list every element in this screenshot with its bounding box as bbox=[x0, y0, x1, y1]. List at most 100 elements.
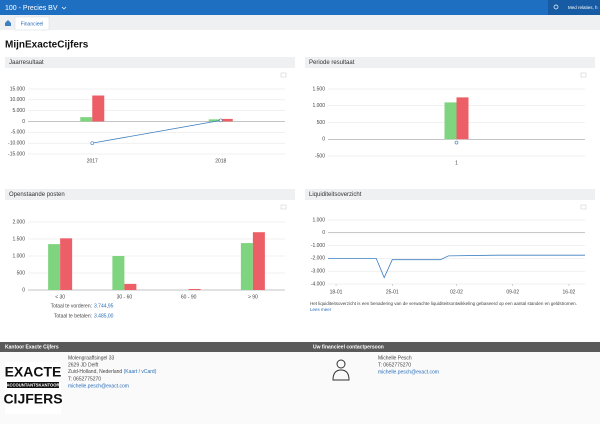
person-icon bbox=[332, 359, 350, 381]
panel-title: Liquiditeitsoverzicht bbox=[309, 192, 362, 198]
y-tick-label: 1.500 bbox=[312, 86, 325, 92]
y-tick-label: -4.000 bbox=[311, 281, 325, 287]
bar bbox=[188, 288, 201, 290]
bar bbox=[48, 244, 61, 290]
contact-name: Michelle Pesch bbox=[378, 355, 412, 361]
y-tick-label: 5.000 bbox=[12, 108, 25, 114]
x-tick-label: 60 - 90 bbox=[181, 294, 197, 300]
line bbox=[328, 254, 585, 279]
bar bbox=[112, 256, 125, 290]
y-tick-label: -10.000 bbox=[8, 140, 25, 146]
footer bbox=[0, 352, 600, 424]
address-line: 2629 JD Delft bbox=[68, 362, 99, 368]
y-tick-label: -500 bbox=[315, 153, 325, 159]
bar bbox=[252, 232, 265, 290]
tab-label[interactable]: Financieel bbox=[21, 21, 44, 27]
panel-header bbox=[305, 189, 595, 200]
search-box[interactable] bbox=[548, 0, 600, 15]
bar bbox=[220, 118, 233, 122]
email[interactable]: michelle.pesch@exact.com bbox=[68, 383, 129, 389]
y-tick-label: 0 bbox=[22, 287, 25, 293]
y-tick-label: 0 bbox=[322, 137, 325, 143]
y-tick-label: 15.000 bbox=[10, 86, 26, 92]
contact-heading: Uw financieel contactpersoon bbox=[313, 344, 384, 350]
phone: T: 0652775270 bbox=[68, 376, 101, 382]
bar bbox=[92, 95, 105, 122]
y-tick-label: 0 bbox=[322, 230, 325, 236]
panel-title: Openstaande posten bbox=[9, 192, 65, 198]
line-point bbox=[454, 140, 459, 145]
bar bbox=[60, 238, 73, 290]
x-tick-label: 2018 bbox=[215, 158, 226, 164]
panel-title: Jaarresultaat bbox=[9, 60, 44, 66]
collapse-button[interactable] bbox=[580, 204, 587, 210]
logo-text: CIJFERS bbox=[3, 391, 62, 407]
total-value: 3.485,00 bbox=[94, 313, 114, 319]
y-tick-label: 0 bbox=[22, 119, 25, 125]
total-label: Totaal te vorderen: bbox=[51, 303, 92, 309]
bar bbox=[80, 117, 93, 122]
y-tick-label: -15.000 bbox=[8, 151, 25, 157]
x-tick-label: 2017 bbox=[87, 158, 98, 164]
address-line: Molengraaffsingel 33 bbox=[68, 355, 115, 361]
y-tick-label: 500 bbox=[317, 120, 326, 126]
footer-header bbox=[0, 342, 600, 352]
x-tick-label: < 30 bbox=[55, 294, 65, 300]
y-tick-label: -2.000 bbox=[311, 256, 325, 262]
y-tick-label: 1.500 bbox=[12, 236, 25, 242]
page-title: MijnExacteCijfers bbox=[5, 40, 89, 51]
panel-header bbox=[305, 57, 595, 68]
tab-bar bbox=[0, 15, 600, 30]
line bbox=[92, 120, 221, 144]
bar bbox=[208, 119, 221, 122]
contact-email[interactable]: michelle.pesch@exact.com bbox=[378, 369, 439, 375]
logo-text: ACCOUNTANTSKANTOOR bbox=[6, 383, 59, 388]
bar bbox=[240, 243, 253, 290]
x-tick-label: 1 bbox=[455, 160, 458, 166]
y-tick-label: 1.000 bbox=[312, 103, 325, 109]
liquidity-note: Het liquiditeitsoverzicht is een benader… bbox=[310, 301, 577, 306]
x-tick-label: > 90 bbox=[248, 294, 258, 300]
y-tick-label: 1.000 bbox=[312, 217, 325, 223]
search-icon[interactable] bbox=[553, 4, 559, 10]
bar bbox=[124, 283, 137, 290]
x-tick-label: 25-01 bbox=[386, 289, 399, 295]
address-line: Zuid-Holland, Nederland (Kaart / vCard) bbox=[68, 369, 157, 375]
map-links[interactable]: (Kaart / vCard) bbox=[124, 369, 157, 375]
collapse-button[interactable] bbox=[280, 72, 287, 78]
panel-header bbox=[5, 57, 295, 68]
bar bbox=[444, 102, 457, 140]
total-label: Totaal te betalen: bbox=[54, 313, 92, 319]
y-tick-label: 2.000 bbox=[12, 219, 25, 225]
y-tick-label: -5.000 bbox=[11, 130, 25, 136]
x-tick-label: 16-02 bbox=[563, 289, 576, 295]
office-heading: Kantoor Exacte Cijfers bbox=[5, 344, 59, 350]
bar bbox=[456, 97, 469, 140]
home-icon[interactable] bbox=[5, 20, 11, 26]
x-tick-label: 02-02 bbox=[450, 289, 463, 295]
collapse-button[interactable] bbox=[580, 72, 587, 78]
tab[interactable] bbox=[14, 16, 50, 31]
line-point bbox=[218, 118, 223, 123]
read-more-link[interactable]: Lees meer bbox=[310, 307, 332, 312]
y-tick-label: 10.000 bbox=[10, 97, 26, 103]
y-tick-label: 1.000 bbox=[12, 253, 25, 259]
top-bar bbox=[0, 0, 600, 15]
panel-header bbox=[5, 189, 295, 200]
total-value: 3.744,95 bbox=[94, 303, 114, 309]
logo-band bbox=[7, 382, 59, 388]
dropdown-caret[interactable] bbox=[61, 6, 67, 10]
panel-title: Periode resultaat bbox=[309, 60, 355, 66]
y-tick-label: -1.000 bbox=[311, 243, 325, 249]
x-tick-label: 30 - 60 bbox=[117, 294, 133, 300]
x-tick-label: 09-02 bbox=[506, 289, 519, 295]
contact-phone: T: 0652775270 bbox=[378, 362, 411, 368]
y-tick-label: -3.000 bbox=[311, 269, 325, 275]
company-selector[interactable]: 100 - Precies BV bbox=[5, 5, 58, 12]
search-placeholder[interactable]: Med relaties, h bbox=[568, 5, 598, 10]
x-tick-label: 18-01 bbox=[330, 289, 343, 295]
region: Zuid-Holland, Nederland bbox=[68, 369, 122, 375]
logo-text: EXACTE bbox=[5, 364, 62, 380]
collapse-button[interactable] bbox=[280, 204, 287, 210]
